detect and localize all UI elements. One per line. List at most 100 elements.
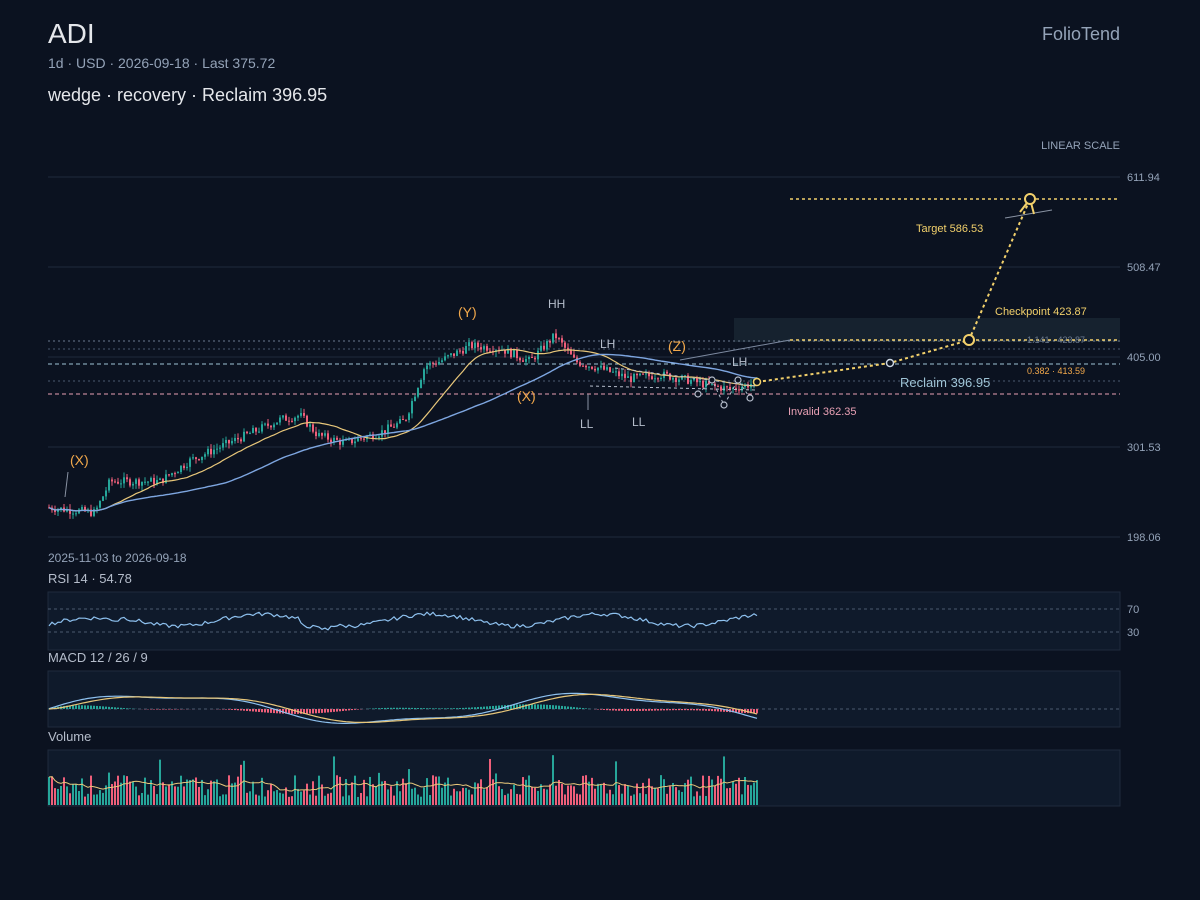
- volume-bar: [108, 772, 110, 805]
- volume-bar: [306, 783, 308, 805]
- volume-bar: [222, 794, 224, 805]
- macd-histogram-bar: [261, 709, 263, 713]
- macd-histogram-bar: [417, 708, 419, 709]
- macd-histogram-bar: [636, 709, 638, 711]
- candle-body: [546, 341, 548, 350]
- volume-bar: [600, 784, 602, 805]
- volume-bar: [300, 791, 302, 805]
- volume-bar: [618, 785, 620, 805]
- candle-body: [216, 448, 218, 450]
- macd-histogram-bar: [582, 708, 584, 709]
- candle-body: [717, 385, 719, 387]
- candle-body: [696, 377, 698, 383]
- volume-bar: [567, 785, 569, 805]
- macd-histogram-bar: [684, 709, 686, 711]
- candle-body: [90, 509, 92, 516]
- volume-bar: [732, 781, 734, 805]
- ticker-symbol: ADI: [48, 18, 95, 49]
- reclaim-marker: [885, 358, 895, 368]
- macd-histogram-bar: [102, 706, 104, 709]
- volume-bar: [735, 783, 737, 805]
- candle-body: [564, 342, 566, 348]
- macd-histogram-bar: [69, 705, 71, 709]
- macd-histogram-bar: [621, 709, 623, 711]
- macd-histogram-bar: [318, 709, 320, 714]
- volume-bar: [177, 786, 179, 805]
- volume-bar: [645, 794, 647, 805]
- candle-body: [678, 379, 680, 382]
- candle-body: [675, 377, 677, 382]
- volume-bar: [264, 796, 266, 805]
- fib-1141-label: 1.141 · 423.87: [1027, 335, 1085, 345]
- candle-body: [156, 479, 158, 485]
- macd-histogram-bar: [231, 709, 233, 710]
- volume-bar: [249, 791, 251, 805]
- candle-body: [75, 513, 77, 515]
- candle-body: [561, 338, 563, 343]
- macd-histogram-bar: [249, 709, 251, 712]
- macd-histogram-bar: [351, 709, 353, 711]
- macd-histogram-bar: [243, 709, 245, 711]
- macd-histogram-bar: [237, 709, 239, 711]
- volume-bar: [276, 789, 278, 805]
- volume-bar: [159, 759, 161, 805]
- candle-body: [150, 477, 152, 482]
- volume-bar: [420, 796, 422, 805]
- volume-bar: [189, 780, 191, 805]
- volume-bar: [570, 785, 572, 805]
- macd-histogram-bar: [624, 709, 626, 711]
- macd-histogram-bar: [384, 707, 386, 709]
- volume-bar: [711, 779, 713, 805]
- candle-body: [207, 448, 209, 455]
- macd-histogram-bar: [666, 709, 668, 711]
- candle-body: [180, 465, 182, 473]
- macd-histogram-bar: [372, 708, 374, 709]
- candle-body: [654, 378, 656, 380]
- volume-bar: [396, 781, 398, 805]
- macd-histogram-bar: [543, 704, 545, 709]
- volume-bar: [423, 787, 425, 805]
- candle-body: [465, 346, 467, 354]
- macd-histogram-bar: [378, 708, 380, 709]
- volume-bar: [549, 784, 551, 805]
- macd-histogram-bar: [78, 705, 80, 709]
- macd-histogram-bar: [648, 709, 650, 711]
- volume-bar: [246, 792, 248, 805]
- swing-label: LH: [600, 337, 615, 351]
- volume-bar: [657, 788, 659, 805]
- rsi-label: RSI 14 · 54.78: [48, 571, 132, 586]
- volume-bar: [705, 795, 707, 805]
- volume-bar: [168, 784, 170, 805]
- candle-body: [357, 438, 359, 442]
- macd-histogram-bar: [402, 707, 404, 709]
- candle-body: [309, 424, 311, 427]
- candle-body: [444, 356, 446, 361]
- volume-bar: [648, 778, 650, 805]
- macd-histogram-bar: [75, 705, 77, 709]
- macd-histogram-bar: [414, 707, 416, 709]
- candle-body: [642, 373, 644, 375]
- candle-body: [168, 474, 170, 476]
- macd-histogram-bar: [606, 709, 608, 711]
- checkpoint-label: Checkpoint 423.87: [995, 306, 1087, 318]
- macd-histogram-bar: [501, 705, 503, 709]
- macd-histogram-bar: [672, 709, 674, 711]
- macd-histogram-bar: [84, 705, 86, 709]
- projection-path: [756, 198, 1031, 383]
- volume-bar: [417, 794, 419, 805]
- candle-body: [690, 380, 692, 384]
- volume-bar: [261, 777, 263, 805]
- volume-bar: [576, 793, 578, 805]
- candle-body: [330, 439, 332, 443]
- volume-bar: [180, 775, 182, 805]
- candle-body: [702, 380, 704, 388]
- candle-body: [246, 431, 248, 434]
- volume-bar: [204, 795, 206, 805]
- macd-histogram-bar: [669, 709, 671, 711]
- candle-body: [474, 342, 476, 349]
- macd-histogram-bar: [306, 709, 308, 714]
- rsi-panel: [47, 591, 1121, 651]
- macd-histogram-bar: [93, 705, 95, 709]
- macd-histogram-bar: [264, 709, 266, 713]
- candle-body: [711, 383, 713, 385]
